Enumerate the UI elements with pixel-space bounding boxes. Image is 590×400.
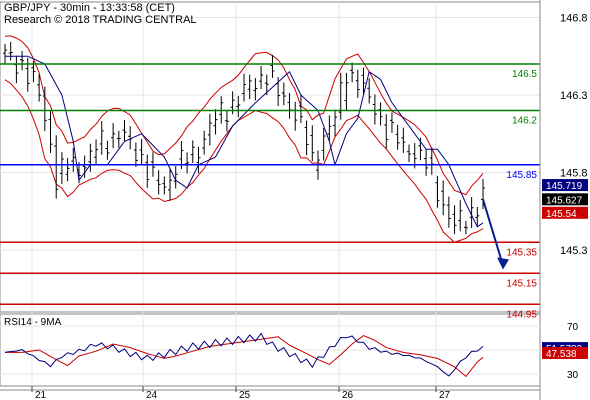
rsi-panel: 70503051.578947.538 (0, 322, 588, 381)
level-label: 146.5 (512, 69, 537, 80)
time-tick-label: 26 (342, 390, 354, 400)
time-tick-label: 21 (35, 390, 47, 400)
rsi-line (4, 332, 484, 377)
level-label: 145.15 (506, 278, 537, 289)
time-tick-label: 24 (146, 390, 158, 400)
price-tick-label: 146.3 (560, 90, 588, 102)
price-badge (542, 179, 588, 192)
price-levels: 146.5 146.2 145.85 145.35 145.15 144.95 (0, 63, 540, 320)
rsi-badge (542, 346, 588, 359)
level-label: 145.35 (506, 247, 537, 258)
bollinger-bands (4, 35, 484, 243)
chart-title: GBP/JPY - 30min - 13:33:58 (CET) (4, 2, 175, 14)
rsi-label: RSI14 - 9MA (4, 317, 62, 328)
price-badge-label: 145.719 (546, 181, 583, 192)
time-axis: 21 24 25 26 27 (31, 386, 451, 400)
level-label: 146.2 (512, 116, 537, 127)
arrow-shaft (482, 199, 504, 266)
level-label: 144.95 (506, 309, 537, 320)
price-tick-label: 145.8 (560, 168, 588, 180)
chart-credit: Research © 2018 TRADING CENTRAL (4, 14, 197, 26)
level-label: 145.85 (506, 170, 537, 181)
price-panel-frame (0, 1, 541, 313)
price-badge-label: 145.54 (546, 209, 577, 220)
rsi-tick-label: 70 (567, 322, 579, 333)
time-tick-label: 25 (239, 390, 251, 400)
price-tick-label: 146.8 (560, 13, 588, 25)
moving-average-path (5, 55, 484, 228)
price-badge-label: 145.627 (546, 195, 583, 206)
rsi-badge-label: 47.538 (546, 349, 577, 360)
rsi-tick-label: 30 (567, 370, 579, 381)
moving-average-line (5, 55, 484, 228)
rsi-ma-line (5, 335, 484, 378)
lower-bollinger-band (4, 79, 484, 243)
price-badge (542, 206, 588, 219)
price-axis: 146.8 146.3 145.8 145.3 145.719 145.627 145.54 (539, 0, 588, 400)
price-tick-label: 145.3 (560, 245, 588, 257)
arrow-head (497, 257, 509, 270)
forecast-arrow (482, 199, 509, 270)
upper-bollinger-band (4, 35, 484, 196)
price-badge (542, 193, 588, 206)
price-candles (3, 41, 485, 235)
time-tick-label: 27 (439, 390, 451, 400)
main-grid (0, 1, 541, 391)
